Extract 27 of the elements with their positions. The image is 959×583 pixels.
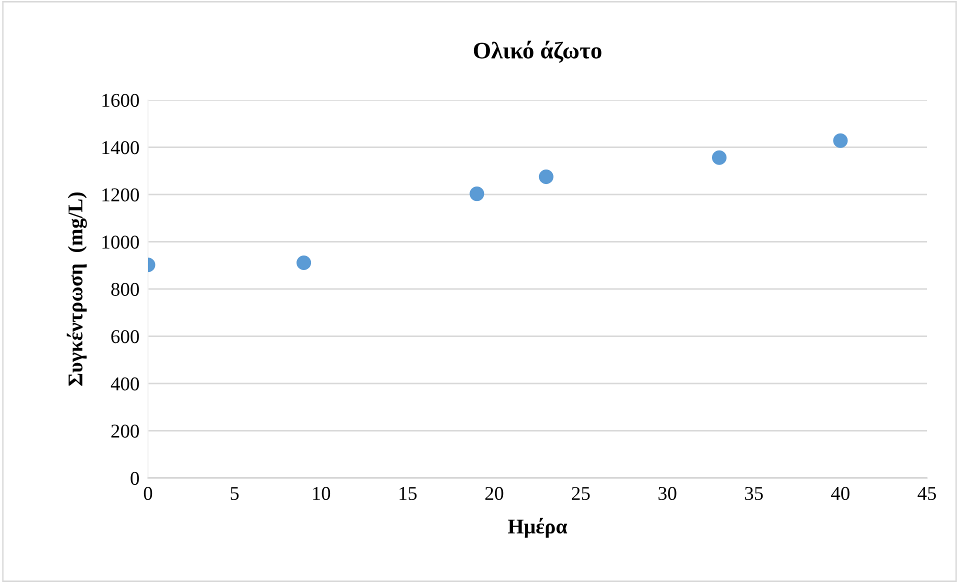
y-tick-label: 1200 xyxy=(102,188,139,202)
x-tick-label: 45 xyxy=(918,487,936,500)
point xyxy=(538,170,554,184)
y-tick-label: 200 xyxy=(111,424,139,438)
x-tick-label: 5 xyxy=(230,487,239,500)
chart-title: Ολικό άζωτο xyxy=(474,40,602,63)
x-tick-label: 25 xyxy=(572,486,590,500)
point xyxy=(470,186,484,202)
y-tick-label: 800 xyxy=(111,282,139,296)
y-tick-label: 1400 xyxy=(102,141,139,154)
y-tick-label: 1000 xyxy=(102,236,139,249)
point xyxy=(833,133,848,148)
y-axis-title: Συγκέντρωση (mg/L) xyxy=(66,192,87,386)
point xyxy=(712,150,727,165)
y-tick-label: 0 xyxy=(130,472,139,485)
point xyxy=(296,255,312,270)
x-tick-label: 10 xyxy=(313,486,330,500)
x-tick-label: 20 xyxy=(485,486,504,500)
x-tick-label: 0 xyxy=(144,486,152,500)
x-tick-label: 15 xyxy=(400,486,417,500)
x-tick-label: 30 xyxy=(658,486,676,500)
y-tick-label: 1600 xyxy=(102,94,139,107)
x-axis-title: Ημέρα xyxy=(508,518,568,538)
y-tick-label: 600 xyxy=(111,330,139,344)
x-tick-label: 35 xyxy=(745,486,763,500)
x-tick-label: 40 xyxy=(831,486,850,500)
y-tick-label: 400 xyxy=(110,377,139,390)
